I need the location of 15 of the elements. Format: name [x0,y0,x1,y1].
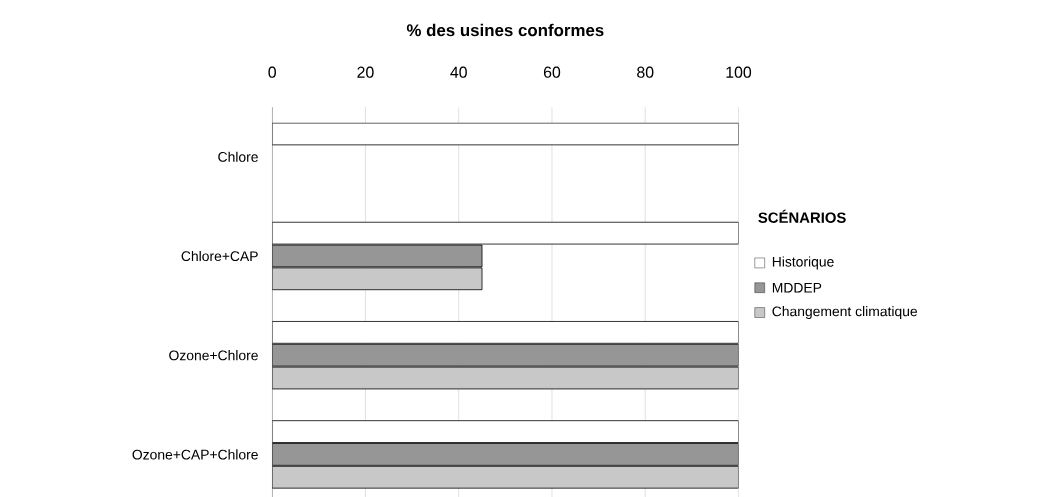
legend-title: SCÉNARIOS [758,209,846,223]
legend-label: Historique [772,256,834,270]
x-tick-label: 0 [268,66,276,78]
x-axis-title: % des usines conformes [406,23,604,37]
x-tick-label: 60 [543,66,561,78]
y-tick-label: Ozone+CAP+Chlore [132,449,258,460]
legend-label: MDDEP [772,282,822,293]
x-tick-label: 80 [637,66,654,78]
y-tick-label: Ozone+Chlore [169,350,258,361]
legend-label: Changement climatique [772,306,918,319]
x-tick-label: 40 [450,66,467,78]
x-tick-label: 20 [357,66,374,78]
y-tick-label: Chlore+CAP [181,250,258,262]
y-tick-label: Chlore [218,151,258,162]
x-tick-label: 100 [726,66,752,78]
